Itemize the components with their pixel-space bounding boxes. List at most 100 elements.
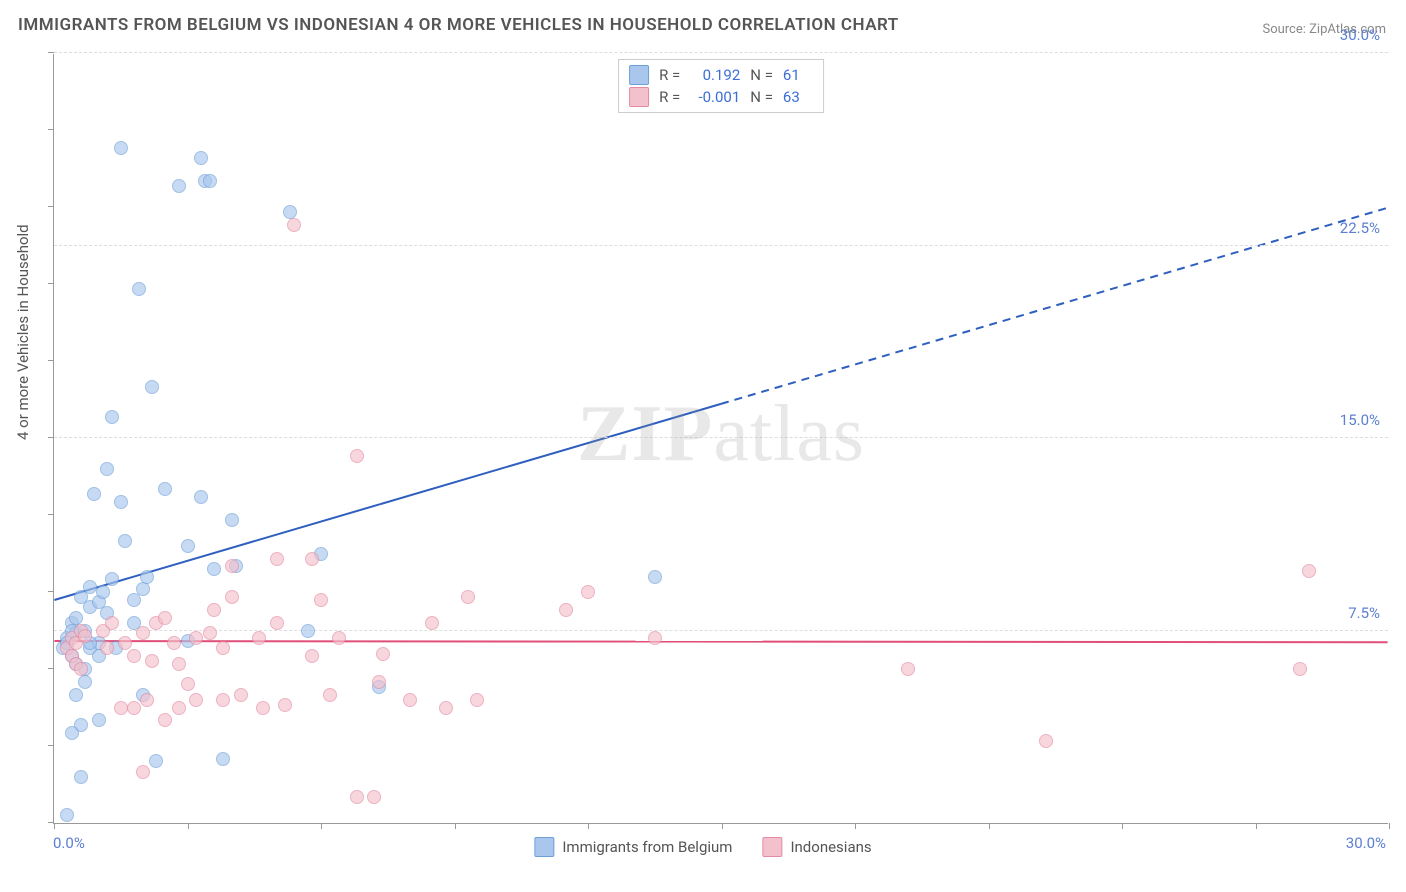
data-point [140,570,154,584]
data-point [305,649,319,663]
data-point [1293,662,1307,676]
data-point [332,631,346,645]
data-point [350,449,364,463]
data-point [301,624,315,638]
watermark: ZIPatlas [577,388,865,479]
y-tick [48,668,54,669]
data-point [225,513,239,527]
data-point [278,698,292,712]
data-point [194,151,208,165]
data-point [65,726,79,740]
r-label: R = [659,88,680,106]
grid-line [54,245,1388,246]
chart-title: IMMIGRANTS FROM BELGIUM VS INDONESIAN 4 … [18,15,899,35]
y-tick [48,360,54,361]
r-value: -0.001 [690,88,740,106]
data-point [225,590,239,604]
data-point [181,539,195,553]
y-tick-label: 22.5% [1340,219,1380,237]
legend-swatch [762,837,782,857]
series-legend: Immigrants from Belgium Indonesians [534,837,871,857]
legend-item: Indonesians [762,837,871,857]
data-point [105,572,119,586]
data-point [172,701,186,715]
plot-area: R = 0.192 N = 61 R = -0.001 N = 63 ZIPatlas 7.5… [53,54,1388,824]
data-point [901,662,915,676]
data-point [403,693,417,707]
grid-line [54,437,1388,438]
y-tick [48,52,54,53]
r-value: 0.192 [690,66,740,84]
y-tick [48,129,54,130]
r-label: R = [659,66,680,84]
data-point [207,603,221,617]
data-point [581,585,595,599]
grid-line [54,630,1388,631]
data-point [323,688,337,702]
data-point [270,616,284,630]
legend-swatch [629,87,649,107]
data-point [216,752,230,766]
data-point [376,647,390,661]
y-tick-label: 7.5% [1348,604,1380,622]
data-point [1302,564,1316,578]
n-value: 61 [783,66,813,84]
data-point [439,701,453,715]
x-tick [1122,823,1123,829]
data-point [252,631,266,645]
x-tick [188,823,189,829]
data-point [60,808,74,822]
data-point [78,629,92,643]
y-tick [48,437,54,438]
y-axis-label: 4 or more Vehicles in Household [14,224,32,440]
data-point [461,590,475,604]
data-point [158,611,172,625]
data-point [203,626,217,640]
data-point [234,688,248,702]
y-tick [48,283,54,284]
data-point [216,641,230,655]
data-point [350,790,364,804]
data-point [132,282,146,296]
data-point [372,675,386,689]
data-point [189,693,203,707]
y-tick-label: 15.0% [1340,411,1380,429]
x-tick [321,823,322,829]
data-point [314,593,328,607]
x-tick [989,823,990,829]
n-label: N = [750,88,773,106]
data-point [367,790,381,804]
y-tick [48,206,54,207]
x-tick [1256,823,1257,829]
data-point [648,631,662,645]
data-point [305,552,319,566]
x-tick [722,823,723,829]
data-point [74,770,88,784]
data-point [136,626,150,640]
y-tick [48,822,54,823]
data-point [69,688,83,702]
data-point [559,603,573,617]
data-point [100,462,114,476]
data-point [114,701,128,715]
x-tick [455,823,456,829]
trend-line-solid [54,404,721,600]
data-point [105,616,119,630]
stats-legend-row: R = -0.001 N = 63 [629,86,813,108]
legend-label: Indonesians [790,838,871,856]
legend-swatch [534,837,554,857]
trend-lines [54,54,1388,823]
legend-label: Immigrants from Belgium [562,838,732,856]
x-tick [855,823,856,829]
data-point [207,562,221,576]
y-tick [48,745,54,746]
data-point [225,559,239,573]
n-value: 63 [783,88,813,106]
data-point [145,654,159,668]
data-point [92,713,106,727]
data-point [167,636,181,650]
data-point [181,677,195,691]
grid-line [54,52,1388,53]
x-tick [54,823,55,829]
x-tick [1389,823,1390,829]
